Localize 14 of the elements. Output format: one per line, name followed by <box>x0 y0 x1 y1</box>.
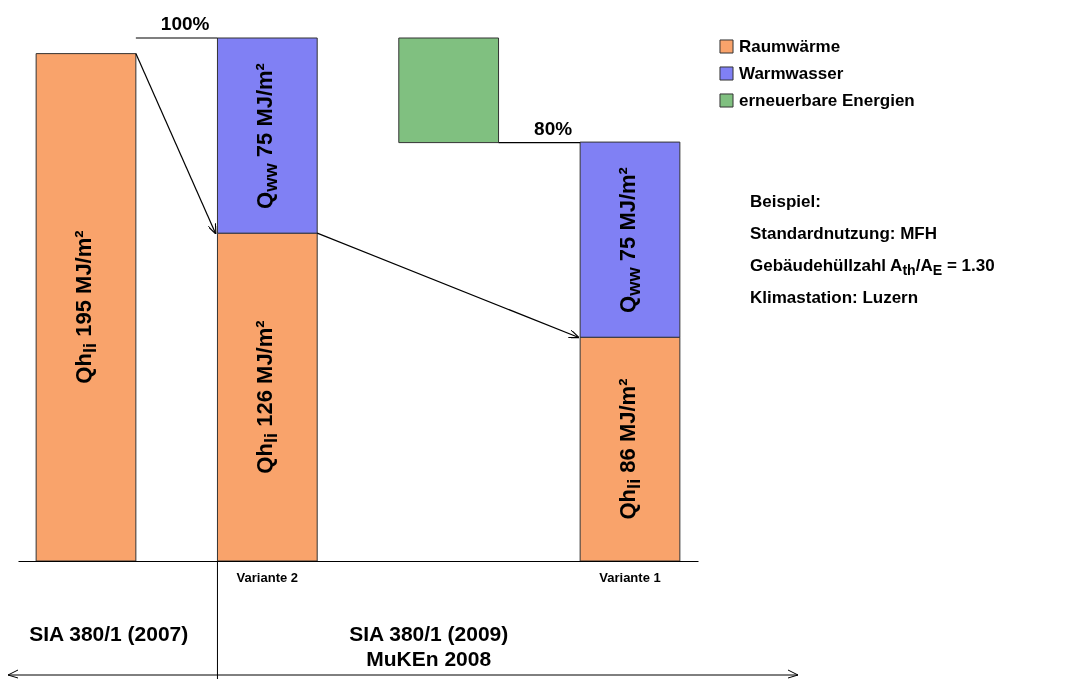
text: Standardnutzung: MFH <box>750 224 937 245</box>
x-tick-label: Variante 2 <box>236 569 299 585</box>
text: SIA 380/1 (2009) MuKEn 2008 <box>349 621 509 672</box>
legend-label: Raumwärme <box>739 36 841 56</box>
ref-line-label: 100% <box>160 13 210 36</box>
legend-label: Warmwasser <box>739 63 844 83</box>
text: Klimastation: Luzern <box>750 288 919 309</box>
x-tick-label: Variante 1 <box>599 569 661 585</box>
legend-label: erneuerbare Energien <box>739 90 915 110</box>
text: SIA 380/1 (2007) <box>29 621 189 647</box>
ref-line-label: 80% <box>534 117 573 141</box>
text: Gebäudehüllzahl A$_{th}$/A$_{E}$ = 1.30 <box>750 256 995 280</box>
text: Beispiel: <box>750 192 821 213</box>
bar <box>35 53 137 562</box>
